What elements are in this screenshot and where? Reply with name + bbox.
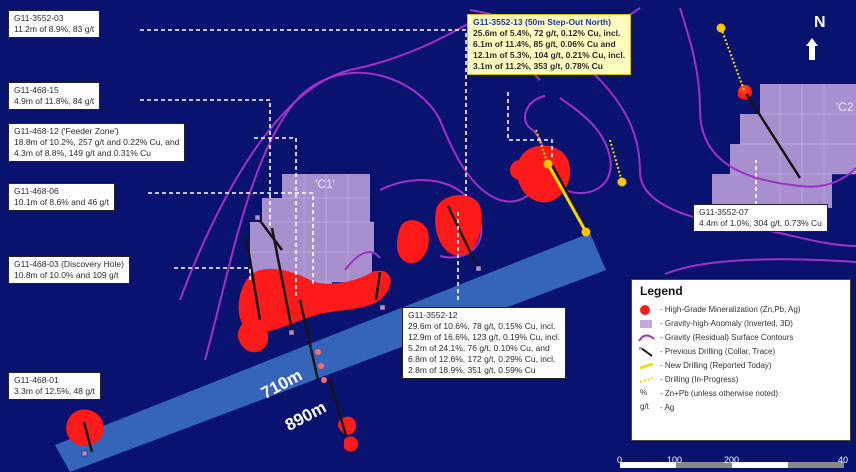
legend-item: % - Zn+Pb (unless otherwise noted) (640, 388, 779, 398)
callout-hole-id: G11-468-15 (14, 85, 59, 95)
callout-g11-3552-13: G11-3552-13 (50m Step-Out North) 25.6m o… (467, 14, 632, 75)
callout-leaders (140, 29, 757, 300)
callout-hole-id: G11-468-01 (14, 375, 59, 385)
callout-result: 10.8m of 10.0% and 109 g/t (14, 270, 119, 280)
legend-item: - Drilling (In-Progress) (638, 374, 848, 386)
callout-g11-468-03: G11-468-03 (Discovery Hole) 10.8m of 10.… (8, 256, 130, 284)
callout-hole-id: G11-3552-13 (50m Step-Out North) (473, 17, 611, 27)
callout-hole-id: G11-468-06 (14, 186, 59, 196)
cross-section-band (55, 233, 606, 472)
callout-g11-468-01: G11-468-01 3.3m of 12.5%, 48 g/t (8, 372, 101, 400)
new-drilling (543, 23, 749, 237)
callout-result: 5.2m of 24.1%, 76 g/t, 0.10% Cu, and (408, 343, 550, 353)
previous-drilling-icon (638, 346, 656, 358)
callout-result: 3.1m of 11.2%, 353 g/t, 0.78% Cu (473, 61, 603, 71)
callout-result: 4.3m of 8.8%, 149 g/t and 0.31% Cu (14, 148, 152, 158)
anomaly-label-c1: 'C1' (315, 177, 335, 191)
callout-g11-3552-12: G11-3552-12 29.6m of 10.6%, 78 g/t, 0.15… (402, 307, 567, 379)
north-label: N (814, 14, 826, 31)
legend-item: - Gravity-high-Anomaly (Inverted, 3D) (638, 318, 848, 330)
callout-result: 12.1m of 5.3%, 104 g/t, 0.21% Cu, incl. (473, 50, 626, 60)
callout-g11-3552-03: G11-3552-03 11.2m of 8.9%, 83 g/t (8, 10, 101, 38)
callout-hole-id: G11-468-12 ('Feeder Zone') (14, 126, 119, 136)
callout-hole-id: G11-3552-03 (14, 13, 64, 23)
callout-result: 6.8m of 12.6%, 172 g/t, 0.29% Cu, incl. (408, 354, 556, 364)
callout-result: 25.6m of 5.4%, 72 g/t, 0.12% Cu, incl. (473, 28, 621, 38)
callout-g11-468-06: G11-468-06 10.1m of 8.6% and 46 g/t (8, 183, 115, 211)
callout-hole-id: G11-468-03 (Discovery Hole) (14, 259, 124, 269)
scale-tick-label: 200 (724, 455, 740, 465)
legend-item: g/t - Ag (640, 402, 675, 412)
callout-result: 2.8m of 18.9%, 351 g/t, 0.59% Cu (408, 365, 536, 375)
callout-g11-3552-07: G11-3552-07 4.4m of 1.0%, 304 g/t, 0.73%… (693, 204, 828, 232)
gravity-contour-icon (638, 332, 656, 344)
high-grade-icon (638, 304, 656, 316)
previous-drilling (82, 89, 802, 453)
callout-result: 11.2m of 8.9%, 83 g/t (14, 24, 95, 34)
callout-result: 29.6m of 10.6%, 78 g/t, 0.15% Cu, incl. (408, 321, 556, 331)
legend-item: - Previous Drilling (Collar, Trace) (638, 346, 848, 358)
callout-result: 4.9m of 11.8%, 84 g/t (14, 96, 95, 106)
callout-hole-id: G11-3552-07 (699, 207, 749, 217)
north-arrow-icon (806, 38, 818, 60)
scale-tick-label: 40 (838, 455, 849, 465)
new-drilling-icon (638, 360, 656, 372)
callout-result: 6.1m of 11.4%, 85 g/t, 0.06% Cu and (473, 39, 616, 49)
gravity-anomaly-c2 (712, 84, 856, 208)
legend-item: - Gravity (Residual) Surface Contours (638, 332, 848, 344)
drilling-in-progress (535, 27, 745, 183)
scale-tick-label: 100 (667, 455, 683, 465)
inprogress-drilling-icon (638, 374, 656, 386)
callout-result: 4.4m of 1.0%, 304 g/t, 0.73% Cu (699, 218, 822, 228)
callout-result: 10.1m of 8.6% and 46 g/t (14, 197, 109, 207)
legend-title: Legend (640, 284, 683, 298)
anomaly-label-c2: 'C2 (836, 100, 854, 114)
callout-result: 18.8m of 10.2%, 257 g/t and 0.22% Cu, an… (14, 137, 180, 147)
legend-item: - New Drilling (Reported Today) (638, 360, 848, 372)
legend-panel: Legend - High-Grade Mineralization (Zn,P… (631, 279, 851, 441)
callout-g11-468-15: G11-468-15 4.9m of 11.8%, 84 g/t (8, 82, 101, 110)
scale-bar (620, 462, 844, 468)
scale-tick-label: 0 (617, 455, 623, 465)
callout-g11-468-12: G11-468-12 ('Feeder Zone') 18.8m of 10.2… (8, 123, 186, 162)
legend-symbol: % (640, 388, 648, 397)
callout-result: 12.9m of 16.6%, 123 g/t, 0.19% Cu, incl. (408, 332, 561, 342)
legend-symbol: g/t (640, 402, 649, 411)
callout-result: 3.3m of 12.5%, 48 g/t (14, 386, 95, 396)
gravity-anomaly-icon (638, 318, 656, 330)
legend-item: - High-Grade Mineralization (Zn,Pb, Ag) (638, 304, 848, 316)
callout-hole-id: G11-3552-12 (408, 310, 458, 320)
